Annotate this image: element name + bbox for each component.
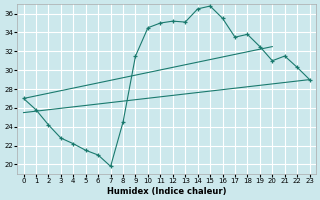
X-axis label: Humidex (Indice chaleur): Humidex (Indice chaleur) — [107, 187, 226, 196]
